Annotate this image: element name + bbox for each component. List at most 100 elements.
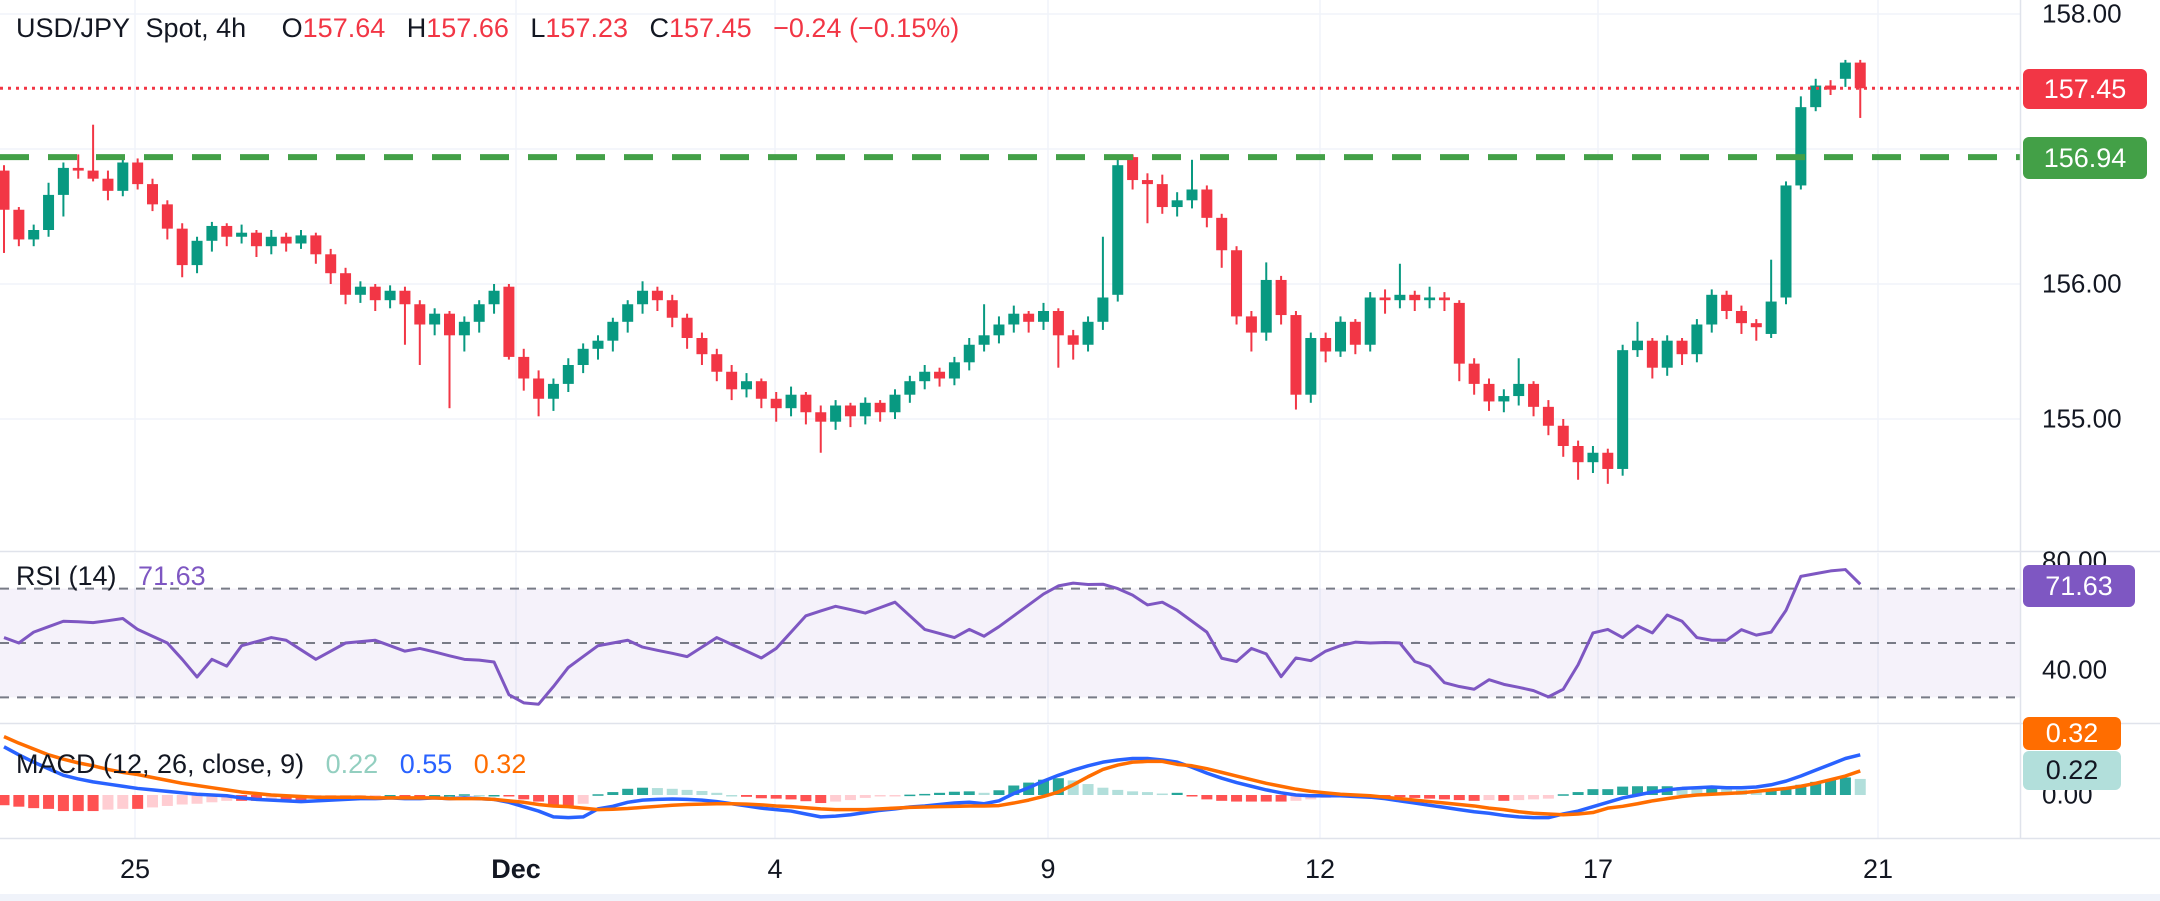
candle-up[interactable] [1260, 279, 1272, 333]
candle-up[interactable] [1691, 324, 1703, 355]
candle-up[interactable] [904, 381, 916, 395]
candle-down[interactable] [1023, 313, 1035, 322]
candle-down[interactable] [0, 170, 10, 210]
candle-up[interactable] [1171, 200, 1183, 208]
candle-down[interactable] [1528, 383, 1540, 407]
candle-down[interactable] [1231, 250, 1243, 317]
candle-up[interactable] [741, 381, 752, 390]
candle-down[interactable] [800, 394, 812, 413]
candle-up[interactable] [1632, 340, 1643, 351]
candle-up[interactable] [562, 365, 574, 384]
rsi-legend[interactable]: RSI (14) 71.63 [16, 561, 206, 592]
candle-down[interactable] [1216, 217, 1228, 251]
candle-up[interactable] [859, 402, 871, 417]
candle-up[interactable] [622, 304, 634, 322]
candle-up[interactable] [429, 313, 441, 325]
candle-up[interactable] [236, 232, 248, 237]
candle-down[interactable] [13, 209, 25, 240]
candle-up[interactable] [1305, 338, 1317, 395]
candle-up[interactable] [354, 286, 366, 295]
candle-down[interactable] [1156, 184, 1168, 208]
candle-down[interactable] [681, 317, 693, 338]
candle-up[interactable] [1810, 85, 1822, 108]
candle-up[interactable] [384, 290, 396, 301]
candle-up[interactable] [28, 230, 40, 240]
candle-up[interactable] [592, 340, 604, 349]
main-pane-legend[interactable]: USD/JPY Spot, 4h O157.64 H157.66 L157.23… [16, 13, 959, 44]
candle-up[interactable] [43, 194, 55, 230]
candle-down[interactable] [1825, 85, 1837, 90]
candle-up[interactable] [1335, 321, 1346, 352]
candle-up[interactable] [473, 304, 485, 322]
candle-down[interactable] [651, 290, 663, 301]
candle-up[interactable] [963, 344, 975, 363]
candle-up[interactable] [1780, 185, 1792, 298]
candle-up[interactable] [57, 167, 69, 195]
candle-down[interactable] [1201, 189, 1213, 218]
candle-up[interactable] [458, 321, 470, 336]
candle-down[interactable] [369, 286, 381, 301]
candle-down[interactable] [696, 338, 708, 355]
candle-up[interactable] [1839, 62, 1851, 79]
macd-legend[interactable]: MACD (12, 26, close, 9) 0.22 0.55 0.32 [16, 749, 526, 780]
candle-down[interactable] [1572, 446, 1584, 463]
candle-up[interactable] [117, 162, 129, 191]
candle-down[interactable] [1067, 335, 1079, 345]
candle-up[interactable] [547, 383, 559, 399]
candle-up[interactable] [1617, 350, 1629, 469]
candle-up[interactable] [1661, 340, 1673, 368]
candle-up[interactable] [889, 394, 901, 413]
candle-down[interactable] [444, 313, 455, 336]
rsi-label[interactable]: RSI (14) [16, 561, 117, 591]
candle-up[interactable] [1587, 452, 1599, 463]
candle-down[interactable] [1735, 311, 1747, 324]
candle-up[interactable] [1112, 165, 1124, 295]
candle-up[interactable] [1008, 313, 1020, 325]
candle-down[interactable] [310, 235, 322, 255]
candle-up[interactable] [265, 236, 277, 247]
candle-up[interactable] [1097, 297, 1109, 322]
candle-down[interactable] [666, 300, 678, 318]
candle-down[interactable] [340, 273, 352, 295]
candle-up[interactable] [1364, 297, 1376, 345]
candle-up[interactable] [1795, 107, 1807, 186]
candle-down[interactable] [755, 381, 767, 399]
candle-down[interactable] [1409, 294, 1421, 301]
candle-down[interactable] [72, 167, 84, 171]
candle-down[interactable] [1320, 338, 1332, 352]
candle-down[interactable] [1483, 383, 1495, 402]
candle-up[interactable] [919, 371, 931, 382]
candle-up[interactable] [607, 321, 619, 341]
candle-down[interactable] [815, 412, 827, 422]
candle-up[interactable] [830, 405, 842, 422]
candle-down[interactable] [280, 236, 292, 244]
candle-down[interactable] [844, 405, 856, 417]
candle-up[interactable] [637, 290, 649, 305]
candle-up[interactable] [1394, 294, 1406, 301]
macd-signal-line[interactable] [3, 734, 1861, 817]
candle-down[interactable] [1127, 157, 1139, 181]
candle-up[interactable] [1706, 294, 1718, 325]
candle-up[interactable] [785, 394, 797, 409]
candle-down[interactable] [1275, 279, 1287, 316]
candle-down[interactable] [1052, 311, 1064, 336]
candle-down[interactable] [1646, 340, 1658, 368]
macd-label[interactable]: MACD (12, 26, close, 9) [16, 749, 305, 779]
candle-down[interactable] [1468, 363, 1480, 384]
candle-down[interactable] [221, 225, 233, 237]
candle-down[interactable] [1141, 180, 1153, 185]
rsi-line[interactable] [3, 568, 1862, 706]
candle-down[interactable] [503, 286, 515, 357]
candle-up[interactable] [1498, 396, 1510, 402]
candle-up[interactable] [1424, 297, 1436, 301]
candle-up[interactable] [488, 290, 500, 305]
candle-down[interactable] [1602, 452, 1614, 469]
candle-down[interactable] [1245, 316, 1257, 333]
candle-down[interactable] [1854, 62, 1866, 89]
candle-down[interactable] [161, 204, 173, 229]
candle-down[interactable] [726, 371, 738, 390]
candle-down[interactable] [874, 402, 886, 413]
candle-down[interactable] [770, 398, 782, 409]
candle-down[interactable] [533, 378, 545, 399]
